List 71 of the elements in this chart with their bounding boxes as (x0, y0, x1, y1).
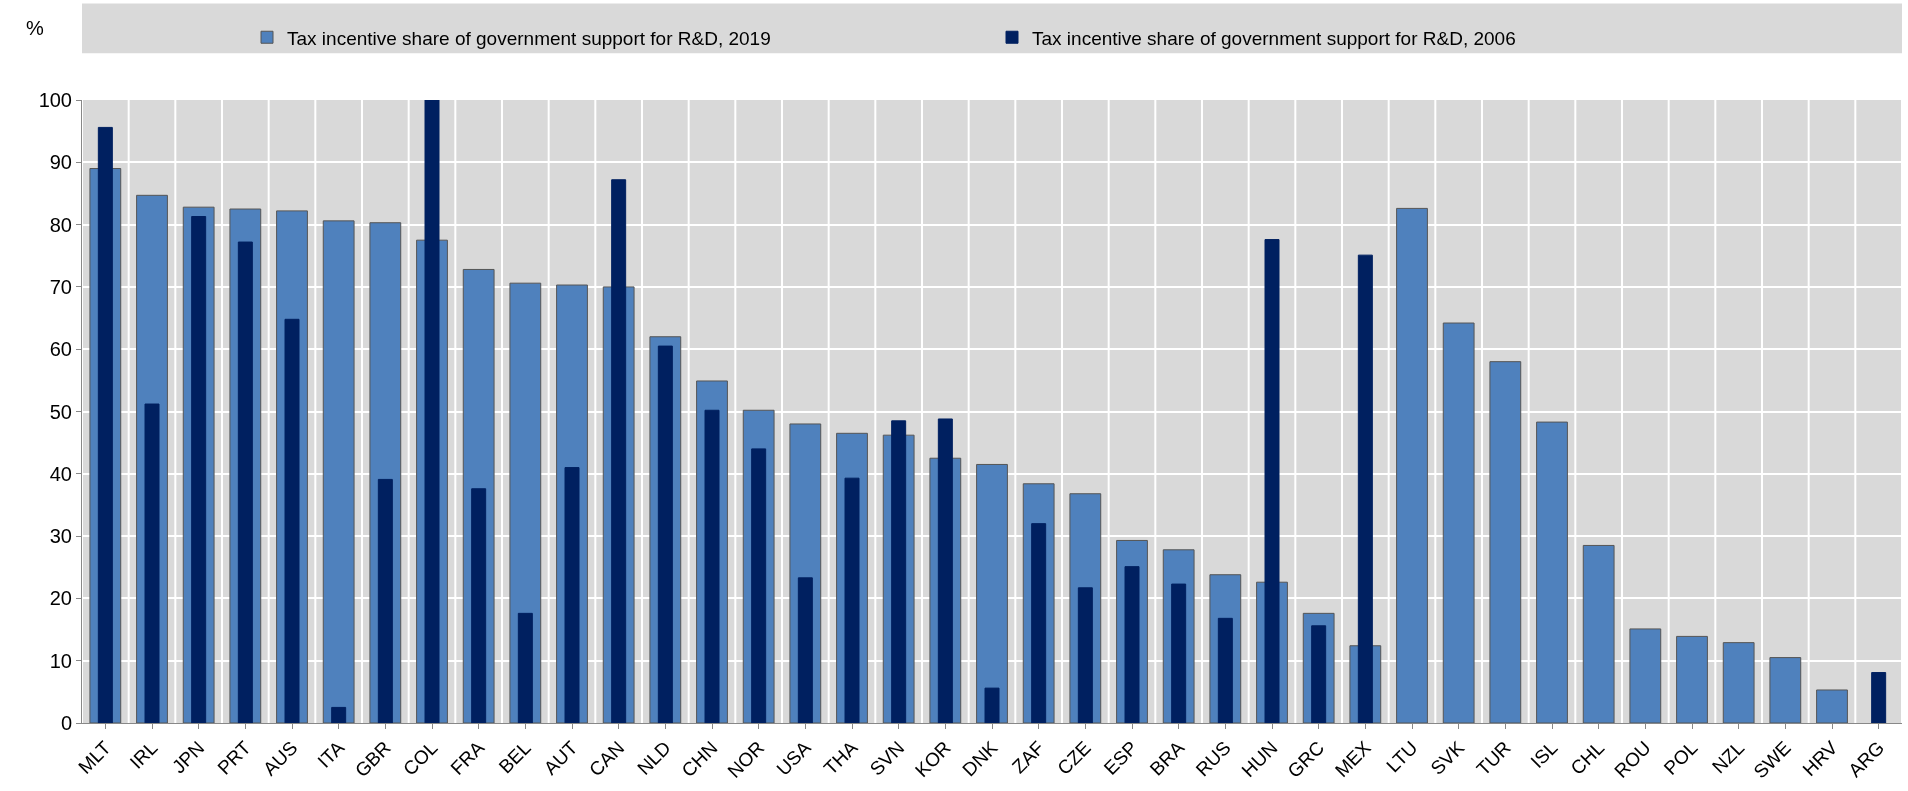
bar (1171, 583, 1187, 723)
y-tick-label: 40 (49, 462, 72, 485)
bar (471, 488, 487, 723)
bar (751, 448, 767, 723)
bar (1077, 587, 1093, 723)
bar (1722, 642, 1755, 723)
bar (191, 216, 207, 723)
bar (564, 467, 580, 723)
x-tick-label: COL (399, 737, 442, 780)
bar (1816, 689, 1848, 723)
bar (1442, 322, 1475, 723)
x-tick-label: USA (772, 736, 816, 780)
bar (377, 478, 393, 723)
x-tick-label: THA (819, 736, 862, 779)
bar (1769, 657, 1802, 723)
y-axis-title: % (26, 17, 44, 39)
bar (1871, 672, 1887, 723)
bar (424, 100, 440, 723)
bar (891, 420, 907, 723)
bar (611, 179, 627, 723)
bar (1217, 617, 1233, 723)
x-tick-label: FRA (446, 736, 489, 779)
bar (657, 345, 673, 723)
legend-label: Tax incentive share of government support for R&D, 2019 (287, 27, 771, 49)
bar (97, 126, 113, 723)
bar (331, 706, 347, 723)
x-tick-label: ISL (1526, 737, 1562, 773)
y-tick-label: 100 (38, 89, 72, 111)
y-tick-label: 20 (49, 587, 72, 610)
y-tick-label: 50 (49, 400, 72, 423)
y-tick-label: 60 (49, 338, 72, 361)
x-tick-label: LTU (1382, 737, 1422, 777)
bar (1582, 544, 1615, 723)
x-tick-label: POL (1659, 737, 1702, 779)
y-tick-label: 30 (49, 525, 72, 548)
x-tick-label: ITA (313, 736, 349, 772)
x-tick-label: JPN (167, 737, 209, 778)
bar (797, 577, 813, 723)
bar (1124, 566, 1140, 723)
y-tick-label: 90 (49, 151, 72, 174)
y-tick-label: 0 (60, 712, 72, 734)
bar (1264, 239, 1280, 723)
bar (984, 687, 1000, 723)
bar (144, 403, 160, 723)
y-tick-label: 10 (49, 649, 72, 672)
bar (517, 612, 533, 723)
bar (937, 418, 953, 723)
bar (1489, 361, 1522, 723)
x-tick-label: NLD (633, 737, 675, 779)
bar (1357, 254, 1373, 723)
bar (844, 477, 860, 723)
x-tick-label: IRL (125, 737, 162, 773)
x-tick-label: BEL (494, 737, 535, 778)
y-tick-label: 80 (49, 213, 72, 236)
x-tick-label: NZL (1707, 737, 1749, 778)
bar (1676, 635, 1708, 723)
y-tick-label: 70 (49, 275, 72, 298)
bar (976, 463, 1008, 723)
bar (237, 241, 253, 723)
x-tick-label: CZE (1053, 737, 1095, 779)
bar (1311, 625, 1327, 723)
legend-label: Tax incentive share of government support for R&D, 2006 (1032, 27, 1516, 49)
x-tick-label: CHL (1566, 737, 1609, 779)
bar (1629, 628, 1662, 723)
bar (1031, 523, 1047, 723)
x-tick-label: TUR (1472, 737, 1515, 780)
bar (704, 409, 720, 723)
bar (322, 220, 355, 723)
bar (1396, 207, 1428, 723)
bar (1536, 421, 1568, 723)
bar (284, 318, 300, 723)
